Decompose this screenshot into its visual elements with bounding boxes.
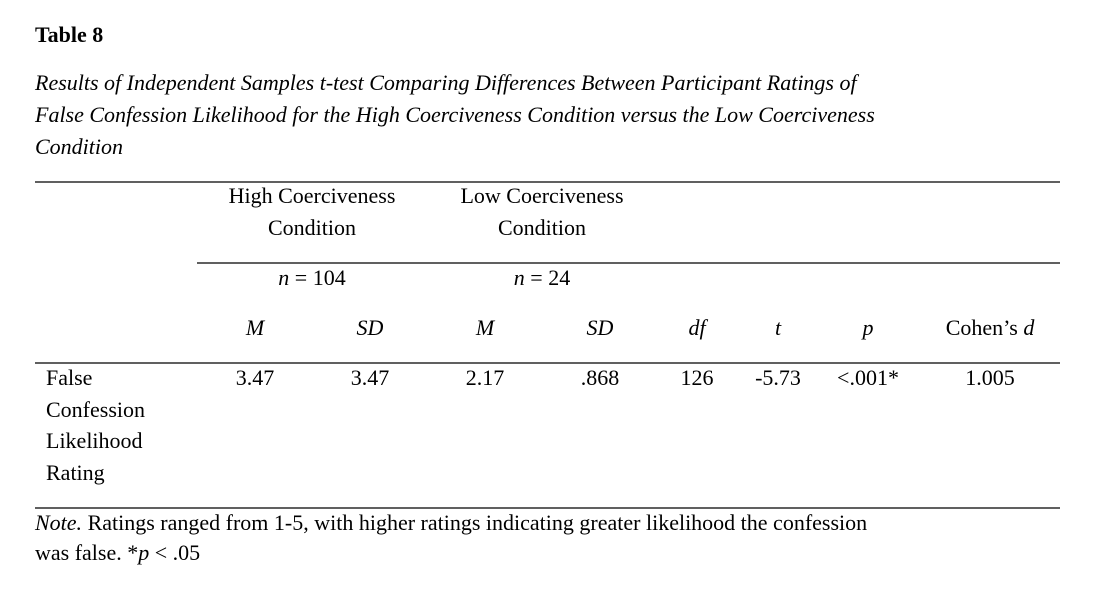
- cell: 2.17: [466, 365, 505, 390]
- n-symbol: n: [278, 265, 289, 290]
- column-header: M: [245, 315, 266, 340]
- cell: <.001*: [837, 365, 899, 390]
- table-subtitle: Condition: [35, 134, 123, 159]
- n-symbol: n: [514, 265, 525, 290]
- table-title: Table 8: [35, 22, 103, 47]
- n-text: = 104: [289, 265, 345, 290]
- column-header: M: [475, 315, 496, 340]
- cell: .868: [581, 365, 620, 390]
- group-header: Low Coerciveness: [460, 183, 623, 208]
- note-text: < .05: [149, 540, 200, 565]
- column-header: SD: [357, 315, 384, 340]
- note-text: Ratings ranged from 1-5, with higher rat…: [82, 510, 867, 535]
- group-header: Condition: [268, 215, 356, 240]
- group-header: High Coerciveness: [229, 183, 396, 208]
- group-header: Condition: [498, 215, 586, 240]
- note-p: p: [136, 540, 149, 565]
- cell: 3.47: [236, 365, 275, 390]
- effect-symbol: d: [1023, 315, 1035, 340]
- effect-text: Cohen’s: [946, 315, 1024, 340]
- row-label: Likelihood: [46, 428, 143, 453]
- row-label: Rating: [46, 460, 105, 485]
- cell: 126: [681, 365, 714, 390]
- cell: 1.005: [965, 365, 1015, 390]
- table-subtitle: Results of Independent Samples t-test Co…: [34, 70, 859, 95]
- column-header: SD: [587, 315, 614, 340]
- column-header: p: [861, 315, 874, 340]
- cell: 3.47: [351, 365, 390, 390]
- row-label: False: [46, 365, 92, 390]
- group-n: n = 104: [278, 265, 345, 290]
- row-label: Confession: [46, 397, 145, 422]
- note: was false. *p < .05: [35, 540, 200, 565]
- group-n: n = 24: [514, 265, 570, 290]
- cell: -5.73: [755, 365, 801, 390]
- column-header: Cohen’s d: [946, 315, 1036, 340]
- note-label: Note.: [34, 510, 82, 535]
- note-text: was false.: [35, 540, 127, 565]
- column-header: df: [688, 315, 708, 340]
- n-text: = 24: [525, 265, 570, 290]
- table-subtitle: False Confession Likelihood for the High…: [34, 102, 875, 127]
- column-header: t: [775, 315, 782, 340]
- note-star: *: [127, 540, 138, 565]
- note: Note. Ratings ranged from 1-5, with high…: [34, 510, 867, 535]
